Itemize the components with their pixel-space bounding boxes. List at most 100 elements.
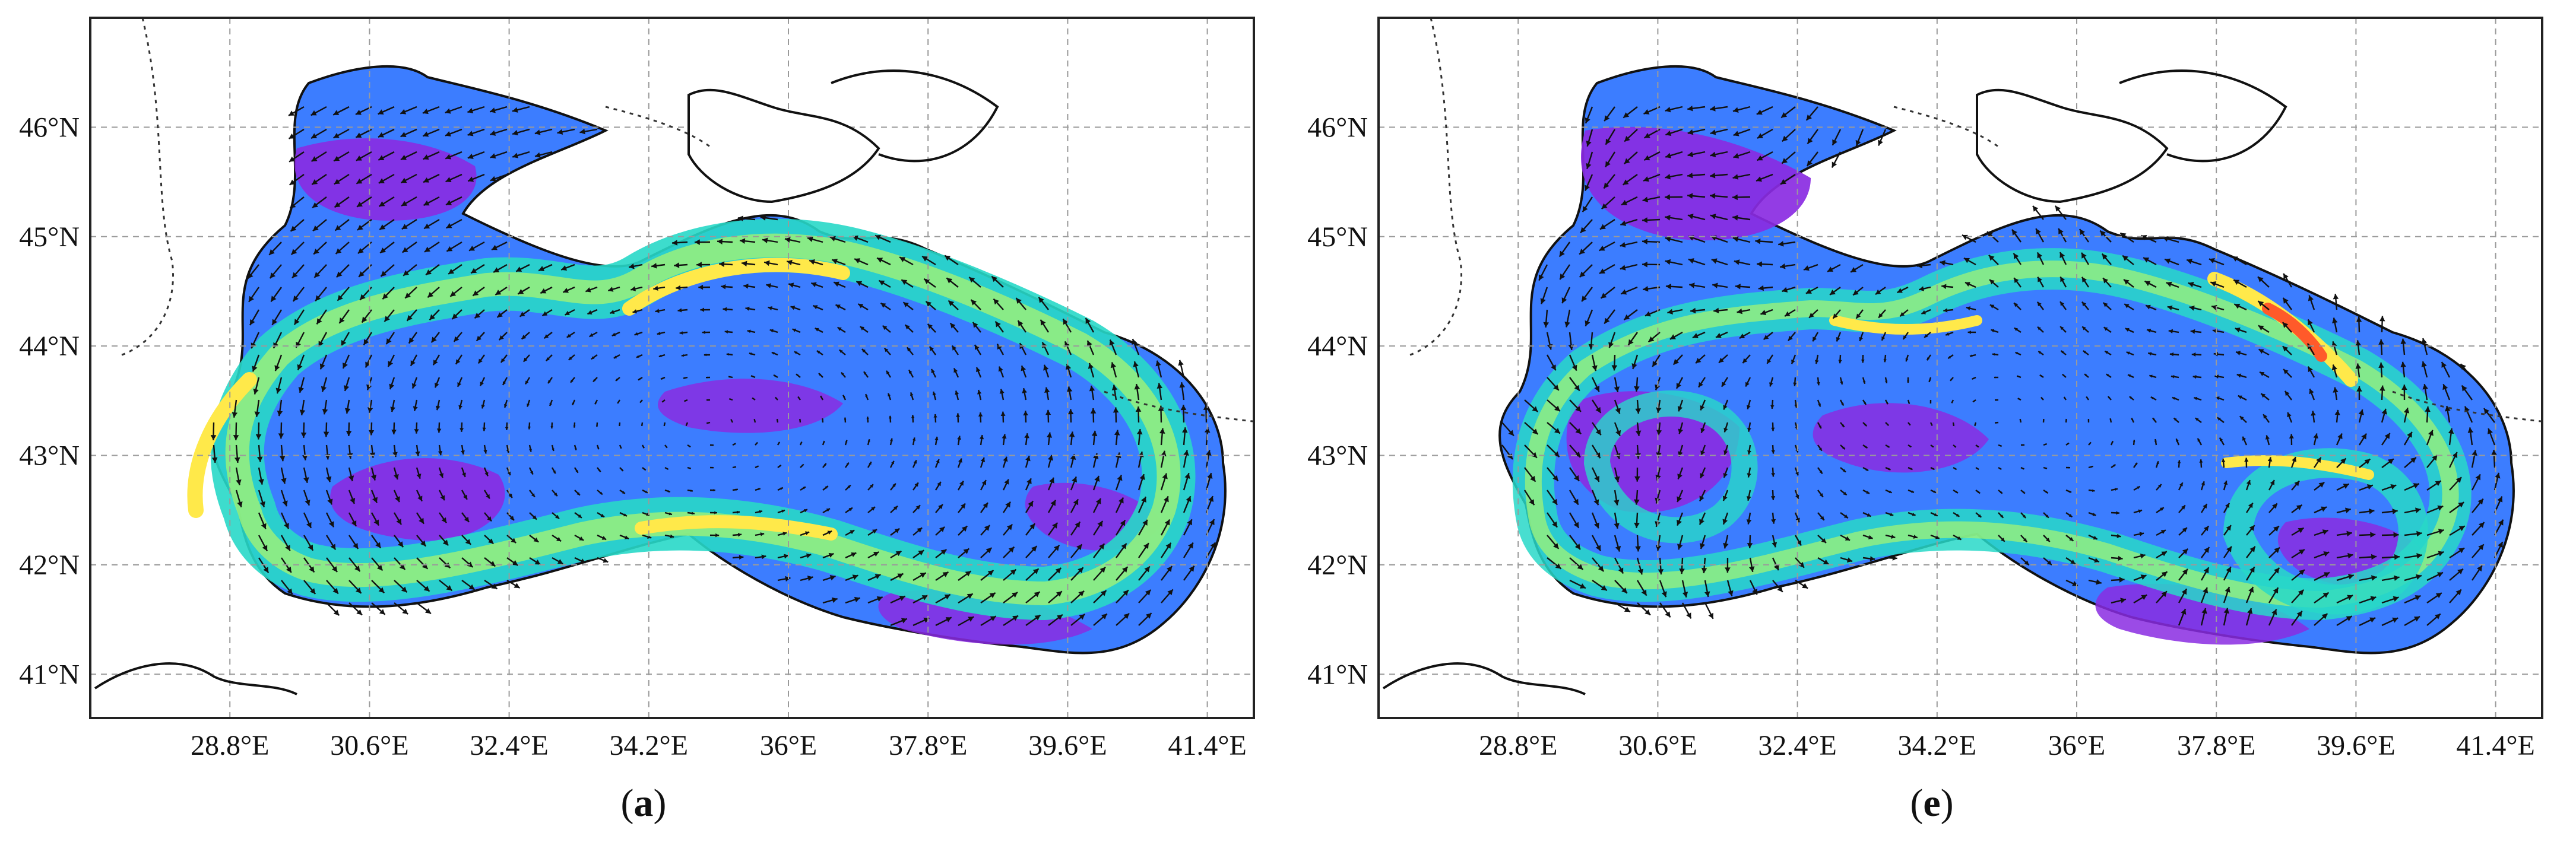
velocity-arrow-head — [1031, 546, 1037, 552]
velocity-arrow-head — [2120, 598, 2126, 603]
velocity-arrow-head — [766, 283, 771, 288]
velocity-arrow-head — [2261, 393, 2266, 398]
velocity-arrow-head — [1207, 473, 1213, 479]
velocity-arrow-head — [677, 308, 682, 313]
velocity-arrow-head — [2120, 233, 2127, 239]
velocity-arrow-head — [1585, 185, 1590, 191]
velocity-arrow-head — [1946, 332, 1950, 336]
velocity-arrow-head — [866, 417, 869, 420]
velocity-arrow-head — [585, 287, 591, 293]
longitude-tick-label: 28.8°E — [1479, 730, 1558, 761]
velocity-arrow-head — [1641, 589, 1647, 596]
velocity-arrow-head — [2083, 351, 2086, 354]
velocity-arrow-head — [300, 432, 307, 438]
velocity-arrow-head — [632, 309, 637, 314]
velocity-arrow-head — [478, 358, 483, 364]
velocity-arrow-head — [1780, 263, 1786, 269]
velocity-arrow-head — [493, 267, 500, 272]
velocity-arrow-head — [2296, 504, 2302, 510]
velocity-arrow-head — [934, 436, 939, 441]
velocity-arrow-head — [423, 200, 430, 206]
velocity-arrow-head — [1123, 590, 1129, 596]
velocity-arrow-head — [273, 342, 278, 348]
velocity-arrow-head — [1677, 496, 1683, 503]
velocity-arrow-head — [417, 495, 423, 501]
velocity-arrow-head — [2267, 457, 2273, 462]
velocity-arrow-head — [1209, 519, 1215, 526]
velocity-arrow-head — [1700, 428, 1706, 433]
velocity-arrow-head — [2197, 438, 2201, 442]
velocity-arrow-head — [429, 314, 436, 320]
velocity-arrow-head — [1967, 331, 1971, 334]
velocity-arrow-head — [455, 359, 461, 364]
velocity-arrow-head — [2062, 374, 2065, 377]
velocity-arrow-head — [608, 287, 614, 292]
velocity-arrow-head — [2019, 419, 2021, 421]
velocity-arrow-head — [1903, 335, 1907, 339]
velocity-arrow-head — [858, 304, 864, 309]
velocity-arrow-head — [1094, 475, 1100, 482]
velocity-arrow-head — [1957, 536, 1962, 540]
velocity-arrow-head — [400, 109, 407, 115]
velocity-arrow-head — [1842, 424, 1845, 427]
velocity-arrow-head — [792, 328, 797, 332]
velocity-arrow-head — [1165, 542, 1171, 549]
velocity-arrow-head — [487, 516, 492, 522]
velocity-arrow-head — [2094, 558, 2099, 563]
velocity-arrow-head — [736, 510, 740, 514]
velocity-arrow-head — [424, 246, 430, 252]
velocity-arrow-head — [1912, 513, 1916, 516]
velocity-arrow-head — [601, 536, 607, 540]
velocity-arrow-head — [1710, 151, 1716, 158]
velocity-arrow-head — [1599, 245, 1605, 251]
velocity-arrow-head — [1139, 474, 1145, 480]
velocity-arrow-head — [378, 109, 384, 115]
velocity-arrow-head — [2014, 278, 2019, 283]
velocity-arrow-head — [534, 129, 541, 135]
velocity-arrow-head — [2015, 352, 2019, 355]
velocity-arrow-head — [1012, 615, 1019, 621]
velocity-arrow-head — [2068, 514, 2073, 517]
velocity-arrow-head — [912, 437, 916, 441]
velocity-arrow-head — [724, 330, 728, 334]
velocity-arrow-head — [997, 344, 1002, 350]
velocity-arrow-head — [334, 202, 341, 208]
velocity-arrow-head — [1771, 473, 1775, 477]
velocity-arrow-head — [842, 395, 845, 398]
velocity-arrow-head — [1780, 179, 1786, 185]
velocity-arrow-head — [321, 386, 327, 392]
velocity-arrow-head — [1635, 546, 1641, 552]
velocity-arrow-head — [2355, 363, 2361, 369]
velocity-arrow-head — [548, 380, 551, 384]
velocity-arrow-head — [603, 558, 609, 563]
velocity-arrow-head — [690, 490, 693, 492]
velocity-arrow-head — [557, 559, 563, 564]
velocity-arrow-head — [961, 526, 968, 532]
velocity-arrow-head — [2238, 395, 2242, 399]
velocity-arrow-head — [1008, 546, 1015, 553]
velocity-arrow-head — [445, 131, 451, 136]
velocity-arrow-head — [445, 154, 452, 160]
velocity-arrow-head — [1796, 540, 1801, 546]
velocity-arrow-head — [683, 377, 686, 379]
velocity-arrow-head — [1532, 406, 1538, 412]
velocity-arrow-head — [1911, 490, 1914, 493]
velocity-arrow-head — [1832, 139, 1837, 145]
velocity-arrow-head — [712, 444, 714, 446]
velocity-arrow-head — [343, 362, 348, 368]
velocity-arrow-head — [2068, 466, 2071, 469]
velocity-arrow-head — [1995, 422, 1997, 424]
velocity-arrow-head — [579, 536, 584, 541]
velocity-arrow-head — [309, 566, 315, 573]
velocity-arrow-head — [292, 272, 298, 278]
velocity-arrow-head — [781, 509, 785, 513]
velocity-arrow-head — [1969, 354, 1973, 357]
velocity-arrow-head — [1817, 382, 1820, 386]
velocity-arrow-head — [574, 447, 577, 450]
velocity-arrow-head — [854, 596, 860, 602]
velocity-arrow-head — [289, 179, 296, 185]
velocity-arrow-head — [326, 476, 332, 482]
low-speed-zone-center — [1813, 403, 1989, 473]
velocity-arrow-head — [1665, 174, 1671, 180]
velocity-arrow-head — [876, 596, 883, 602]
